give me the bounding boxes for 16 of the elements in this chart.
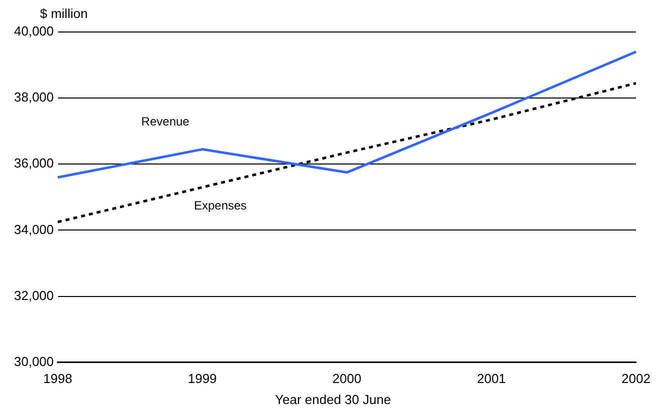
y-tick-label: 36,000 <box>14 156 54 171</box>
line-series <box>56 82 638 224</box>
x-tick-label: 2000 <box>332 370 362 386</box>
series-label: Expenses <box>194 198 247 213</box>
y-axis-title: $ million <box>40 6 88 21</box>
y-tick-label: 30,000 <box>14 354 54 369</box>
y-tick-label: 38,000 <box>14 90 54 105</box>
series-label: Revenue <box>141 114 190 129</box>
y-tick-label: 40,000 <box>14 24 54 39</box>
x-tick-label: 2001 <box>476 370 506 386</box>
x-tick-label: 2002 <box>622 370 650 386</box>
x-tick-label: 1998 <box>43 370 72 386</box>
x-tick-label: 1999 <box>188 370 217 386</box>
y-tick-label: 34,000 <box>14 222 54 237</box>
x-axis-title: Year ended 30 June <box>274 392 392 407</box>
y-tick-label: 32,000 <box>14 288 54 303</box>
